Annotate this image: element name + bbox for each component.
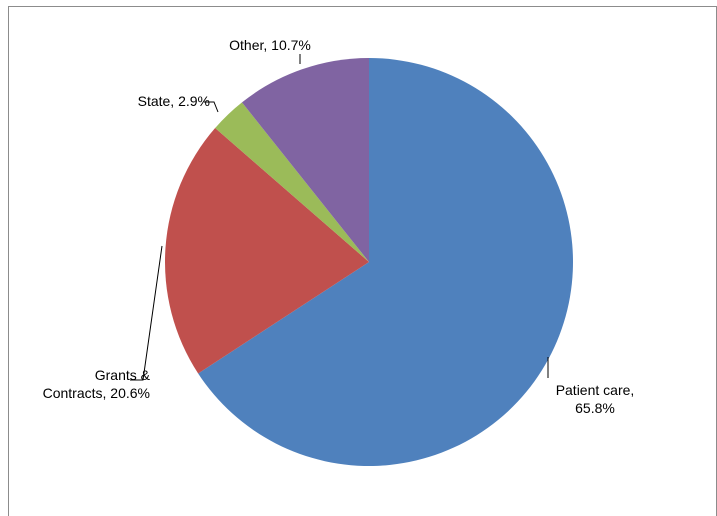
- pie-slice: [165, 128, 369, 374]
- data-label: Grants & Contracts, 20.6%: [42, 367, 150, 401]
- leader-line: [204, 101, 219, 113]
- pie-slice: [198, 58, 574, 467]
- data-label: Patient care, 65.8%: [555, 382, 635, 416]
- pie-slice: [241, 58, 369, 262]
- data-label: State, 2.9%: [137, 93, 210, 109]
- leader-line: [130, 245, 163, 381]
- data-label: Other, 10.7%: [229, 37, 311, 53]
- pie-slice: [215, 102, 369, 262]
